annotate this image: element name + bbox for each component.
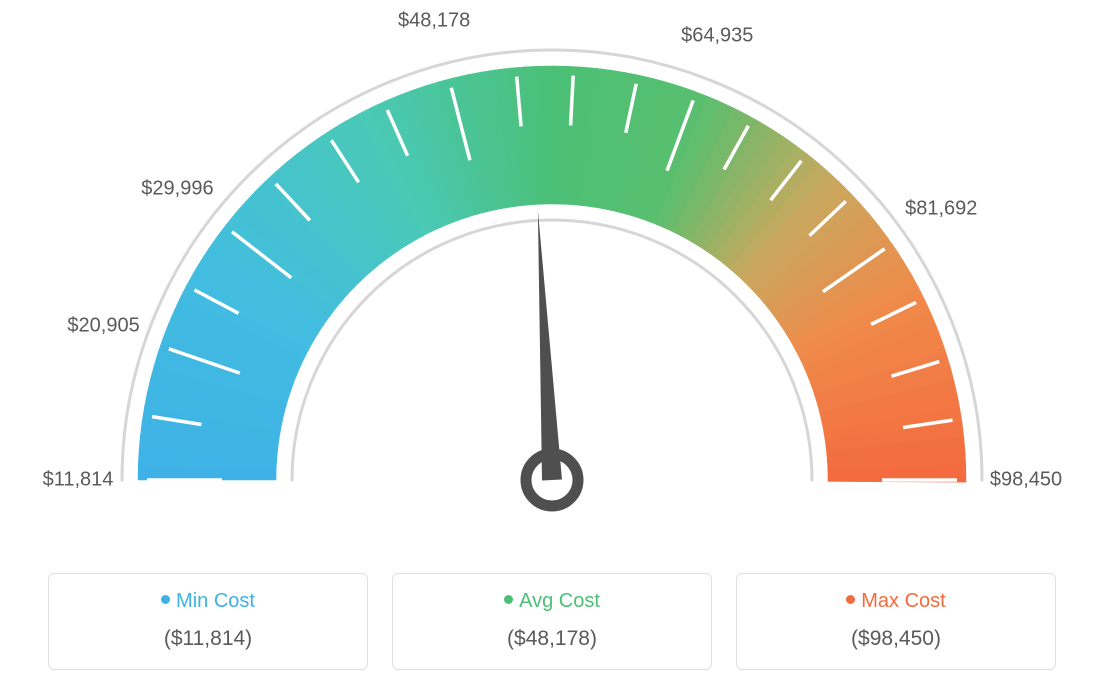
gauge-tick-label: $81,692	[905, 198, 977, 221]
gauge-tick-label: $98,450	[990, 469, 1062, 492]
gauge-chart: $11,814 $20,905 $29,996 $48,178 $64,935 $81,6…	[0, 0, 1104, 540]
dot-icon	[504, 595, 513, 604]
gauge-tick-label: $29,996	[141, 178, 213, 201]
legend-title-min: Min Cost	[61, 590, 355, 613]
legend-title-max: Max Cost	[749, 590, 1043, 613]
legend-card-avg: Avg Cost ($48,178)	[392, 573, 712, 670]
gauge-tick-label: $64,935	[681, 24, 753, 47]
legend-value-min: ($11,814)	[61, 627, 355, 651]
gauge-svg	[0, 0, 1104, 540]
gauge-tick-label: $48,178	[398, 9, 470, 32]
dot-icon	[161, 595, 170, 604]
legend-title-avg: Avg Cost	[405, 590, 699, 613]
legend-card-min: Min Cost ($11,814)	[48, 573, 368, 670]
legend-row: Min Cost ($11,814) Avg Cost ($48,178) Ma…	[0, 573, 1104, 670]
dot-icon	[846, 595, 855, 604]
gauge-tick-label: $11,814	[43, 469, 114, 492]
legend-label-min: Min Cost	[176, 590, 255, 612]
gauge-tick-label: $20,905	[67, 315, 139, 338]
legend-label-max: Max Cost	[861, 590, 945, 612]
legend-label-avg: Avg Cost	[519, 590, 600, 612]
legend-value-avg: ($48,178)	[405, 627, 699, 651]
legend-card-max: Max Cost ($98,450)	[736, 573, 1056, 670]
legend-value-max: ($98,450)	[749, 627, 1043, 651]
